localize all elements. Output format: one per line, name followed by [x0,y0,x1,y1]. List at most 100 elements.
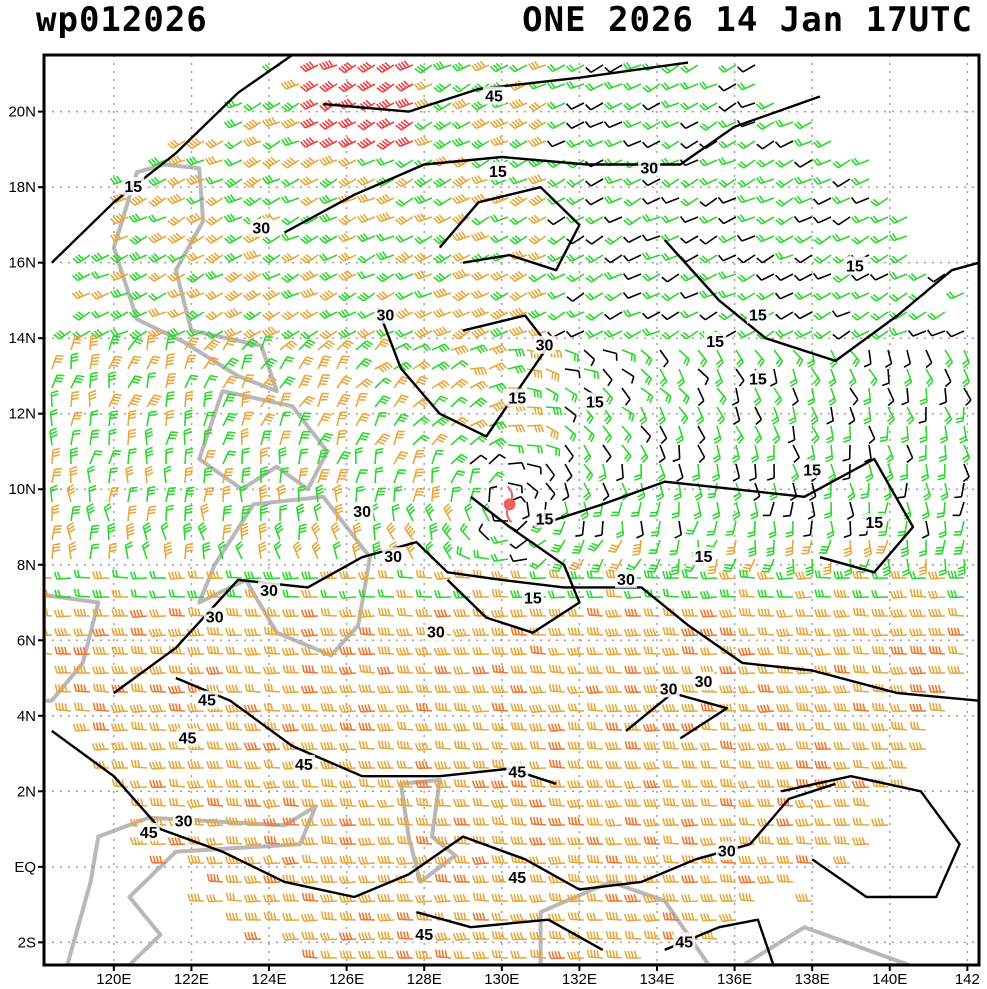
wind-barb [262,310,281,321]
wind-barb [470,271,490,281]
wind-barb [243,310,262,321]
wind-barb [869,215,889,224]
wind-barb [908,571,927,580]
wind-barb [775,235,794,244]
wind-barb [129,290,148,301]
wind-barb [585,197,604,206]
wind-barb [698,158,718,167]
wind-barb [737,159,756,169]
wind-barbs [44,59,972,960]
wind-barb [754,425,763,444]
wind-barb [788,406,797,425]
wind-barb [957,558,966,577]
wind-barb [374,487,386,503]
wind-barb [805,558,814,577]
wind-barb [870,292,889,302]
wind-barb [755,195,775,204]
wind-barb [242,249,262,261]
wind-barb [640,349,653,367]
wind-barb [766,444,775,462]
wind-barb [281,102,300,112]
wind-barb [774,292,794,300]
wind-barb [583,463,594,482]
wind-barb [393,375,410,389]
wind-barb [828,368,837,388]
wind-barb [336,429,347,446]
wind-barb [431,379,450,390]
wind-barb [241,390,251,408]
wind-barb [786,558,795,577]
wind-barb [355,378,374,389]
wind-barb [680,140,699,150]
wind-barb [70,374,85,389]
wind-barb [281,571,300,580]
wind-barb [509,270,528,282]
wind-barb [508,98,528,110]
wind-barb [432,308,452,318]
wind-barb [66,522,76,541]
wind-barb [356,232,376,243]
wind-barb [610,501,623,517]
wind-barb [885,463,894,483]
wind-barb [204,155,224,166]
wind-barb [675,425,684,445]
wind-barb [546,101,566,110]
wind-barb [163,541,173,560]
wind-barb [785,539,794,557]
wind-barb [850,329,870,338]
wind-barb [317,355,332,370]
wind-barb [622,291,642,299]
wind-barb [451,230,471,242]
contour-label: 45 [415,927,433,944]
wind-barb [545,444,561,457]
wind-barb [318,309,338,320]
wind-barb [642,83,661,93]
wind-barb [794,235,813,244]
wind-barb [70,505,81,522]
wind-barb [547,178,566,188]
wind-barb [813,254,832,264]
wind-barb [674,520,683,539]
wind-barb [129,194,148,207]
wind-barb [818,539,832,554]
wind-barb [424,502,435,522]
wind-barb [794,273,813,282]
wind-barb [260,430,272,446]
wind-barb [787,425,796,444]
wind-barb [919,425,928,444]
wind-barb [144,446,154,465]
wind-barb [507,461,526,470]
wind-barb [489,271,509,281]
wind-barb [414,177,433,187]
wind-barb [355,392,368,408]
wind-barb [551,558,566,573]
wind-barb [431,485,441,503]
wind-barb [338,177,357,188]
wind-barb [509,235,528,245]
wind-barb [865,463,874,482]
wind-barb [938,444,947,463]
wind-barb [280,117,300,129]
wind-barb [431,416,450,427]
wind-barb [888,215,908,224]
wind-barb [552,520,566,535]
contour-label: 15 [749,308,767,325]
wind-barb [406,502,416,522]
wind-barb [680,102,699,111]
wind-barb [736,234,756,242]
wind-barb [279,376,296,389]
wind-barb [847,482,856,502]
wind-barb [450,359,469,370]
wind-barb [848,406,856,426]
wind-barb [91,328,110,339]
wind-barb [90,310,110,319]
wind-barb [509,291,528,302]
wind-barb [717,271,737,280]
wind-barb [490,62,509,73]
wind-barb [262,140,281,150]
wind-barb [657,406,666,426]
wind-barb [832,216,851,226]
wind-barb [632,539,642,557]
wind-barb [147,214,167,223]
wind-barb [107,522,116,541]
